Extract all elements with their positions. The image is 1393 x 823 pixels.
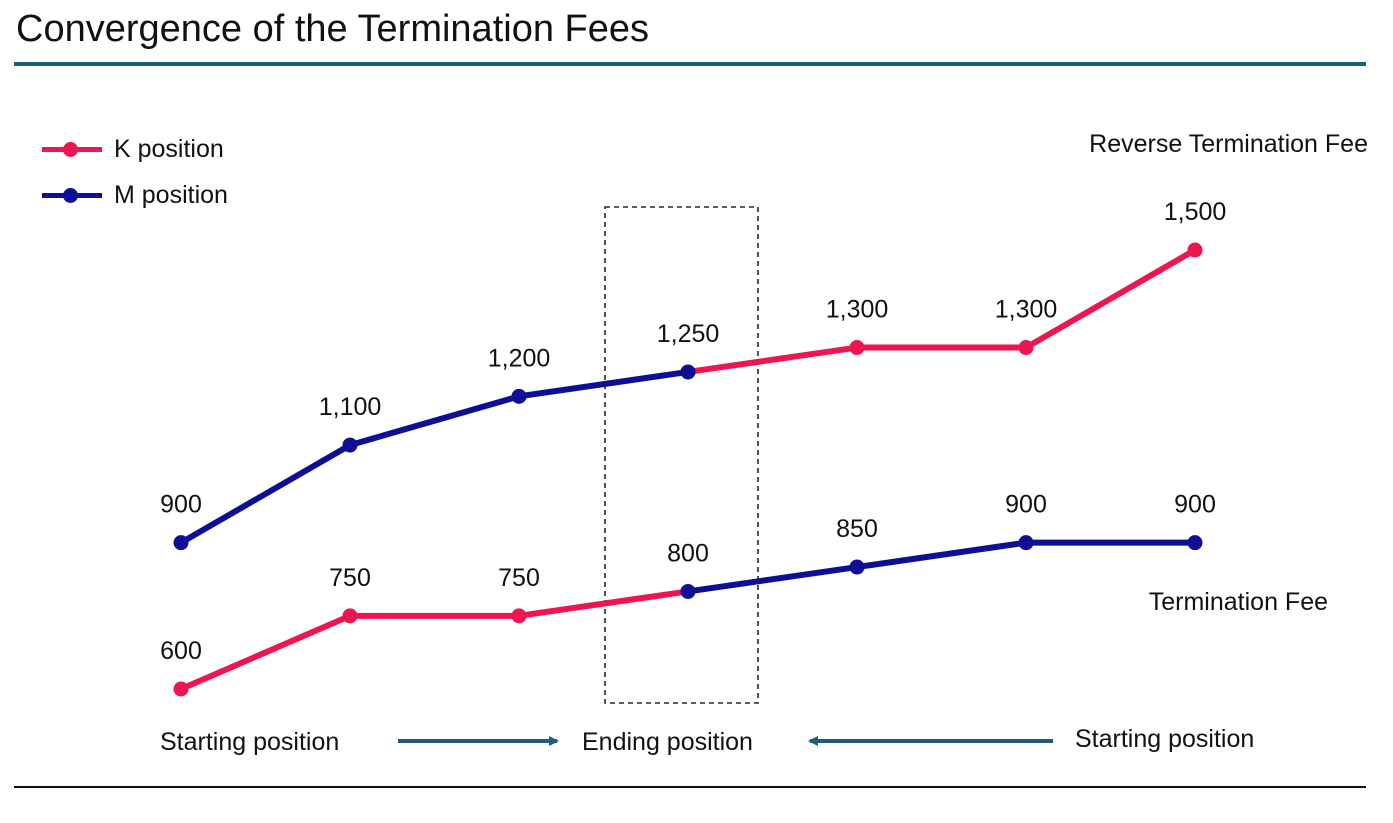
title-underline (14, 62, 1366, 66)
annotation-starting-left: Starting position (160, 728, 339, 756)
data-label-termination: 900 (1174, 491, 1216, 519)
highlight-box (604, 206, 759, 704)
data-point-reverse (849, 340, 865, 356)
data-point-reverse (1018, 340, 1034, 356)
bottom-rule (14, 786, 1366, 788)
data-point-reverse (173, 535, 189, 551)
data-label-termination: 600 (160, 637, 202, 665)
data-label-reverse: 1,200 (488, 344, 551, 372)
series-segment-termination (685, 564, 860, 595)
series-segment-reverse (178, 442, 353, 546)
chart-title: Convergence of the Termination Fees (16, 8, 649, 50)
data-label-reverse: 1,250 (657, 320, 720, 348)
legend-item-k: K position (42, 126, 228, 172)
data-label-termination: 800 (667, 539, 709, 567)
data-label-reverse: 900 (160, 491, 202, 519)
data-point-termination (1187, 535, 1203, 551)
legend-swatch-m (42, 187, 102, 203)
data-point-reverse (1187, 242, 1203, 258)
series-name-reverse: Reverse Termination Fee (1089, 130, 1368, 158)
series-segment-reverse (516, 368, 691, 400)
data-point-termination (849, 559, 865, 575)
series-name-termination: Termination Fee (1149, 588, 1328, 616)
series-segment-reverse (685, 344, 860, 375)
series-segment-termination (178, 612, 353, 692)
data-point-reverse (342, 437, 358, 453)
series-segment-termination (516, 588, 691, 619)
data-point-reverse (680, 364, 696, 380)
data-label-reverse: 1,500 (1164, 198, 1227, 226)
data-label-termination: 900 (1005, 491, 1047, 519)
legend: K position M position (42, 126, 228, 218)
series-segment-reverse (1023, 247, 1198, 351)
data-point-termination (342, 608, 358, 624)
data-label-termination: 750 (329, 564, 371, 592)
legend-swatch-k (42, 141, 102, 157)
data-label-reverse: 1,300 (826, 296, 889, 324)
legend-label-m: M position (114, 180, 228, 209)
series-segment-termination (854, 539, 1029, 571)
legend-label-k: K position (114, 134, 224, 163)
data-point-termination (511, 608, 527, 624)
legend-item-m: M position (42, 172, 228, 218)
data-label-reverse: 1,300 (995, 296, 1058, 324)
data-point-reverse (511, 388, 527, 404)
data-label-termination: 850 (836, 515, 878, 543)
data-label-termination: 750 (498, 564, 540, 592)
data-point-termination (1018, 535, 1034, 551)
series-segment-reverse (347, 393, 522, 449)
annotation-starting-right: Starting position (1075, 725, 1254, 753)
data-point-termination (173, 681, 189, 697)
data-label-reverse: 1,100 (319, 393, 382, 421)
data-point-termination (680, 583, 696, 599)
annotation-ending: Ending position (582, 728, 753, 756)
